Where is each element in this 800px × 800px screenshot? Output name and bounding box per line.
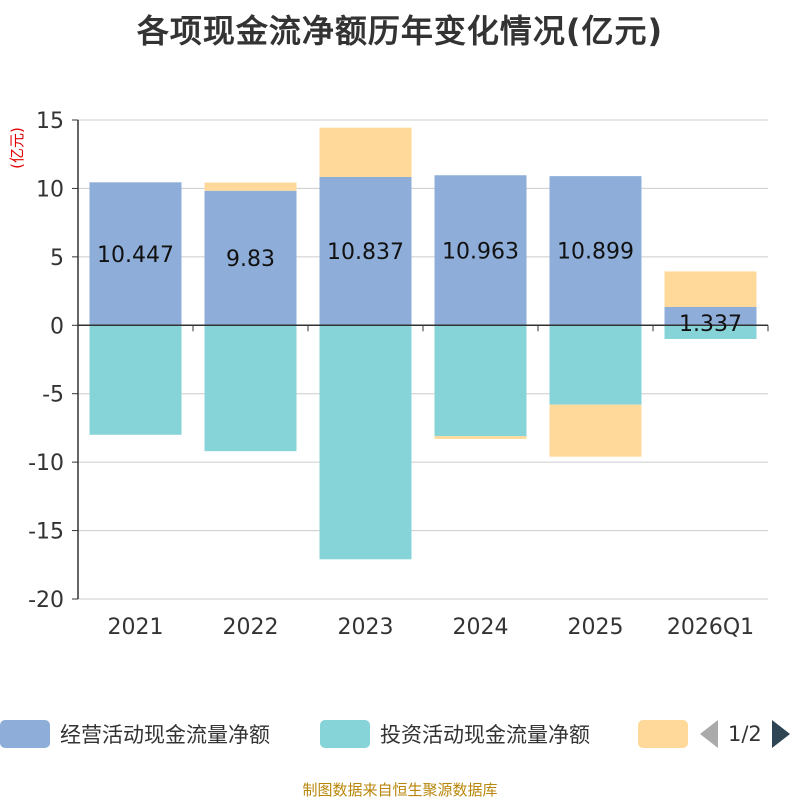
bar-series-1 xyxy=(664,325,757,339)
bar-series-1 xyxy=(319,325,412,560)
x-tick-label: 2024 xyxy=(453,615,509,640)
x-tick-label: 2023 xyxy=(338,615,394,640)
bar-series-1 xyxy=(89,325,182,435)
data-label: 9.83 xyxy=(226,247,275,272)
bar-series-0 xyxy=(434,175,527,326)
x-tick-label: 2022 xyxy=(223,615,279,640)
bar-chart: 15 10 5 0 -5 -10 -15 -20 (亿元) 2021 2022 2023 2024 202… xyxy=(8,109,769,640)
legend-swatch-investing xyxy=(320,720,370,748)
bar-series-2 xyxy=(319,127,412,177)
y-tick-label: 15 xyxy=(36,109,64,134)
data-source-footer: 制图数据来自恒生聚源数据库 xyxy=(302,781,498,799)
legend-item-investing[interactable]: 投资活动现金流量净额 xyxy=(320,716,590,752)
bar-series-1 xyxy=(434,325,527,437)
legend-item-operating[interactable]: 经营活动现金流量净额 xyxy=(0,716,270,752)
bar-series-2 xyxy=(434,436,527,439)
legend-next-arrow-icon[interactable] xyxy=(771,720,790,748)
bar-series-1 xyxy=(204,325,297,452)
data-label: 10.899 xyxy=(557,240,634,265)
legend-swatch-operating xyxy=(0,720,50,748)
legend-pager: 1/2 xyxy=(700,716,790,752)
data-label: 1.337 xyxy=(679,312,742,337)
y-tick-label: -15 xyxy=(28,520,64,545)
data-label: 10.963 xyxy=(442,239,519,264)
y-tick-label: -5 xyxy=(42,383,64,408)
legend-page-indicator: 1/2 xyxy=(728,722,762,746)
data-label: 10.447 xyxy=(97,243,174,268)
bar-series-0 xyxy=(549,176,642,326)
bar-series-0 xyxy=(89,182,182,326)
bar-series-2 xyxy=(549,404,642,457)
y-tick-label: 0 xyxy=(50,314,64,339)
legend-prev-arrow-icon[interactable] xyxy=(700,720,718,748)
bar-series-0 xyxy=(319,176,412,326)
y-axis-title: (亿元) xyxy=(8,127,26,169)
y-tick-label: 5 xyxy=(50,246,64,271)
y-tick-label: 10 xyxy=(36,177,64,202)
legend-swatch-financing xyxy=(638,720,688,748)
bar-series-1 xyxy=(549,325,642,405)
legend-label-operating: 经营活动现金流量净额 xyxy=(60,723,270,747)
y-tick-label: -10 xyxy=(28,451,64,476)
x-tick-label: 2021 xyxy=(108,615,164,640)
x-tick-label: 2025 xyxy=(568,615,624,640)
x-tick-label: 2026Q1 xyxy=(667,615,754,640)
legend-label-investing: 投资活动现金流量净额 xyxy=(380,723,590,747)
bar-series-2 xyxy=(204,182,297,191)
chart-title: 各项现金流净额历年变化情况(亿元) xyxy=(136,12,664,50)
y-tick-label: -20 xyxy=(28,588,64,613)
legend-item-financing[interactable] xyxy=(638,716,688,752)
legend: 经营活动现金流量净额 投资活动现金流量净额 1/2 xyxy=(0,716,800,756)
bar-series-2 xyxy=(664,271,757,307)
bar-series-0 xyxy=(664,306,757,326)
bar-series-0 xyxy=(204,190,297,326)
data-label: 10.837 xyxy=(327,240,404,265)
